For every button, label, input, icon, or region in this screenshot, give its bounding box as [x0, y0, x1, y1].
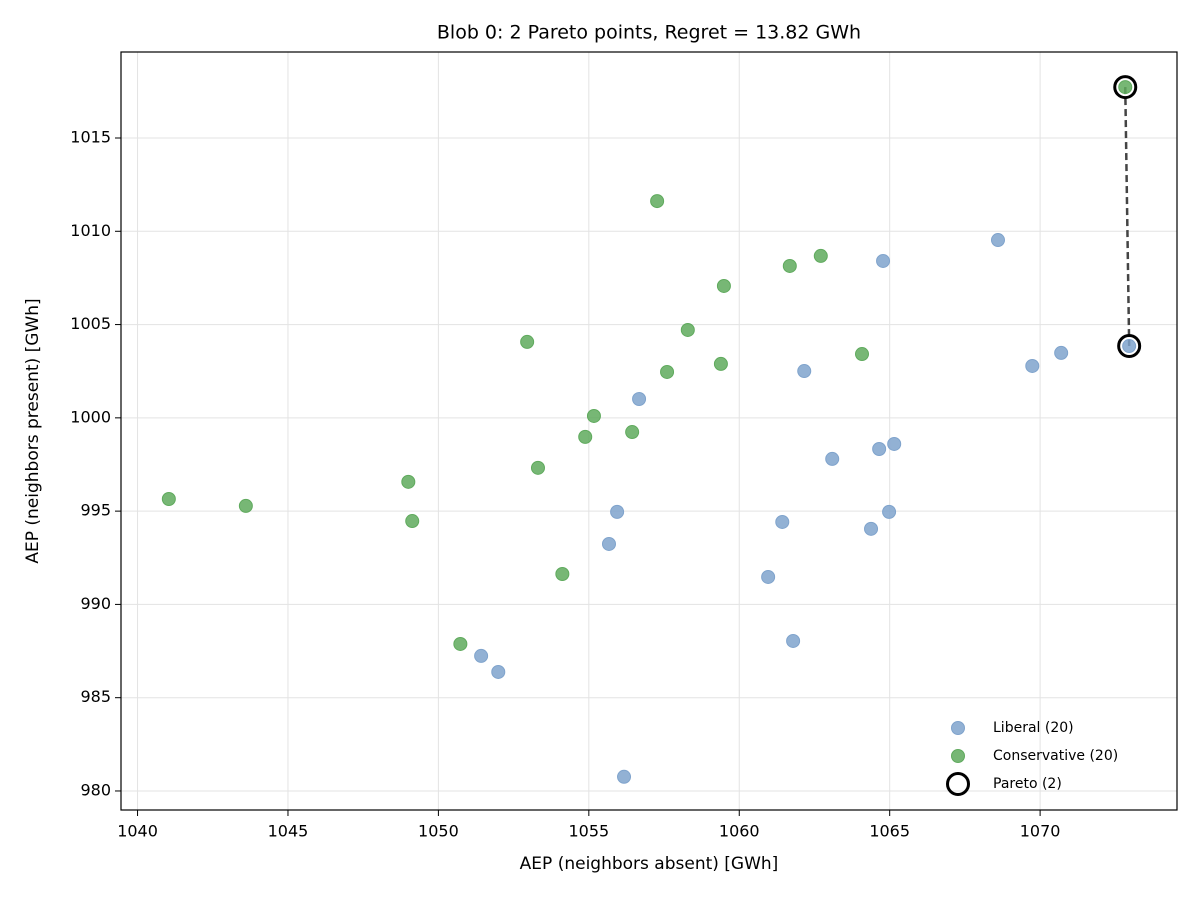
point	[601, 536, 616, 551]
point	[632, 392, 647, 407]
y-tick-label: 1010	[70, 221, 111, 240]
point	[775, 514, 790, 529]
plot-frame	[120, 51, 1178, 811]
legend-label: Pareto (2)	[993, 776, 1062, 792]
point	[161, 492, 176, 507]
point	[617, 769, 632, 784]
point	[401, 474, 416, 489]
point	[1118, 80, 1133, 95]
point	[786, 633, 801, 648]
x-axis-label: AEP (neighbors absent) [GWh]	[520, 854, 779, 874]
y-axis-label: AEP (neighbors present) [GWh]	[23, 298, 43, 563]
point	[797, 364, 812, 379]
point	[530, 460, 545, 475]
point	[713, 356, 728, 371]
point	[761, 569, 776, 584]
point	[1122, 339, 1137, 354]
pareto-marker	[1113, 75, 1138, 100]
x-tick-label: 1060	[719, 822, 760, 841]
point	[990, 233, 1005, 248]
legend-label: Liberal (20)	[993, 720, 1074, 736]
y-tick-label: 980	[80, 780, 111, 799]
point	[813, 248, 828, 263]
pareto-connector	[1124, 87, 1131, 347]
x-tick-label: 1050	[418, 822, 459, 841]
point	[520, 334, 535, 349]
x-tick-label: 1065	[869, 822, 910, 841]
chart-title: Blob 0: 2 Pareto points, Regret = 13.82 …	[437, 22, 861, 44]
point	[825, 451, 840, 466]
point	[872, 442, 887, 457]
x-tick-label: 1040	[117, 822, 158, 841]
point	[855, 347, 870, 362]
point	[474, 648, 489, 663]
point	[555, 566, 570, 581]
point	[405, 514, 420, 529]
x-tick-label: 1055	[568, 822, 609, 841]
y-tick-label: 985	[80, 687, 111, 706]
point	[238, 498, 253, 513]
y-tick-label: 1015	[70, 128, 111, 147]
legend-marker	[951, 749, 965, 763]
point	[680, 322, 695, 337]
pareto-marker	[1117, 334, 1142, 359]
legend-label: Conservative (20)	[993, 748, 1118, 764]
point	[1054, 345, 1069, 360]
point	[864, 521, 879, 536]
point	[716, 278, 731, 293]
point	[882, 504, 897, 519]
point	[650, 194, 665, 209]
point	[586, 408, 601, 423]
point	[1025, 358, 1040, 373]
point	[578, 429, 593, 444]
point	[625, 425, 640, 440]
legend: Liberal (20) Conservative (20) Pareto (2)	[946, 720, 1118, 796]
legend-marker	[951, 721, 965, 735]
x-tick-label: 1045	[268, 822, 309, 841]
y-tick-label: 1000	[70, 407, 111, 426]
legend-marker	[946, 772, 970, 796]
y-tick-label: 990	[80, 594, 111, 613]
point	[887, 436, 902, 451]
y-tick-label: 1005	[70, 314, 111, 333]
point	[782, 258, 797, 273]
point	[876, 253, 891, 268]
point	[453, 636, 468, 651]
point	[610, 504, 625, 519]
y-tick-label: 995	[80, 501, 111, 520]
point	[491, 664, 506, 679]
x-tick-label: 1070	[1020, 822, 1061, 841]
point	[660, 364, 675, 379]
